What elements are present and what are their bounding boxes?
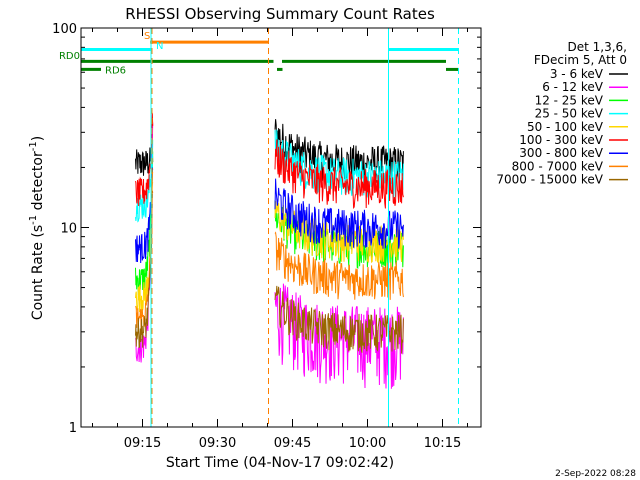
vline-layer [150, 28, 459, 427]
legend-header-line-2: FDecim 5, Att 0 [534, 53, 627, 67]
y-axis-label-end: ) [30, 136, 46, 141]
flag-s-label: S [144, 31, 150, 42]
legend-label-3: 25 - 50 keV [535, 107, 604, 121]
legend-label-5: 100 - 300 keV [519, 133, 603, 147]
flag-rd6-label: RD6 [105, 66, 126, 77]
chart-title: RHESSI Observing Summary Count Rates [125, 5, 435, 23]
axis-layer: 09:15 09:30 09:45 10:00 10:15 1 10 100 [52, 22, 481, 451]
y-axis-label-sup: -1 [28, 215, 39, 225]
x-tick-label-0: 09:15 [124, 436, 161, 451]
legend-label-1: 6 - 12 keV [542, 80, 604, 94]
legend-label-4: 50 - 100 keV [527, 120, 604, 134]
flag-rd0-label: RD0 [59, 51, 80, 62]
series-25-50-kev-line [135, 129, 404, 223]
legend-label-2: 12 - 25 keV [535, 93, 604, 107]
y-axis-label-sup2: -1 [28, 141, 39, 151]
series-layer [135, 112, 404, 389]
legend-label-6: 300 - 800 keV [519, 146, 603, 160]
y-tick-label-2: 100 [52, 22, 77, 37]
x-axis-label: Start Time (04-Nov-17 09:02:42) [166, 455, 394, 471]
legend-header-line-1: Det 1,3,6, [568, 40, 628, 54]
y-axis-label-rest: detector [30, 151, 46, 215]
series-7000-15000-kev-line [135, 190, 404, 354]
x-tick-label-1: 09:30 [199, 436, 236, 451]
legend-label-7: 800 - 7000 keV [512, 159, 604, 173]
series-50-100-kev-line [135, 182, 404, 314]
legend-label-0: 3 - 6 keV [550, 67, 604, 81]
y-tick-label-0: 1 [69, 421, 77, 436]
flag-layer: SN RD0 RD6 [59, 31, 459, 77]
footer-timestamp: 2-Sep-2022 08:28 [555, 469, 636, 479]
legend-label-8: 7000 - 15000 keV [496, 173, 603, 187]
flag-n-label: N [156, 41, 163, 52]
series-100-300-kev-line [135, 112, 404, 209]
x-tick-label-2: 09:45 [274, 436, 311, 451]
y-axis-label-main: Count Rate (s [30, 225, 46, 320]
x-tick-label-3: 10:00 [349, 436, 386, 451]
x-tick-label-4: 10:15 [424, 436, 461, 451]
y-tick-label-1: 10 [60, 222, 77, 237]
series-300-800-kev-line [135, 167, 404, 264]
y-axis-label: Count Rate (s-1 detector-1) [28, 136, 46, 320]
